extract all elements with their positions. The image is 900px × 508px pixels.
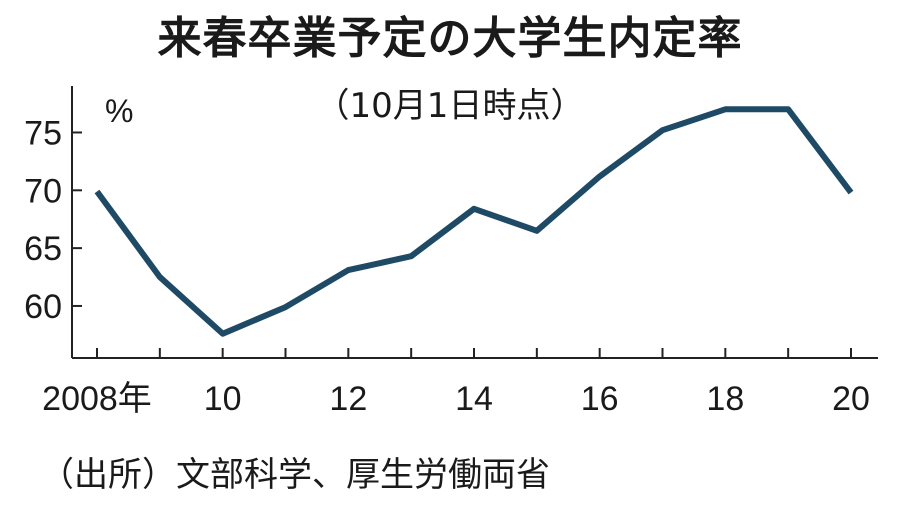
x-tick-label: 18 [706, 380, 744, 418]
y-tick-label: 65 [24, 230, 62, 268]
chart-axes: 60 65 70 75 2008年 10 12 14 16 18 20 [24, 86, 878, 418]
x-tick-label: 16 [581, 380, 619, 418]
chart-subtitle: （10月1日時点） [315, 86, 585, 126]
y-unit-label: % [105, 93, 133, 129]
y-tick-label: 70 [24, 172, 62, 210]
y-tick-label: 60 [24, 288, 62, 326]
chart-marks [94, 106, 854, 337]
x-tick-label: 2008年 [42, 380, 152, 418]
series-line [94, 106, 854, 337]
x-tick-label: 20 [832, 380, 870, 418]
x-tick-label: 10 [204, 380, 242, 418]
x-tick-label: 14 [455, 380, 493, 418]
y-tick-label: 75 [24, 114, 62, 152]
chart-title: 来春卒業予定の大学生内定率 [157, 13, 743, 64]
source-note: （出所）文部科学、厚生労働両省 [40, 455, 550, 495]
x-tick-label: 12 [329, 380, 367, 418]
